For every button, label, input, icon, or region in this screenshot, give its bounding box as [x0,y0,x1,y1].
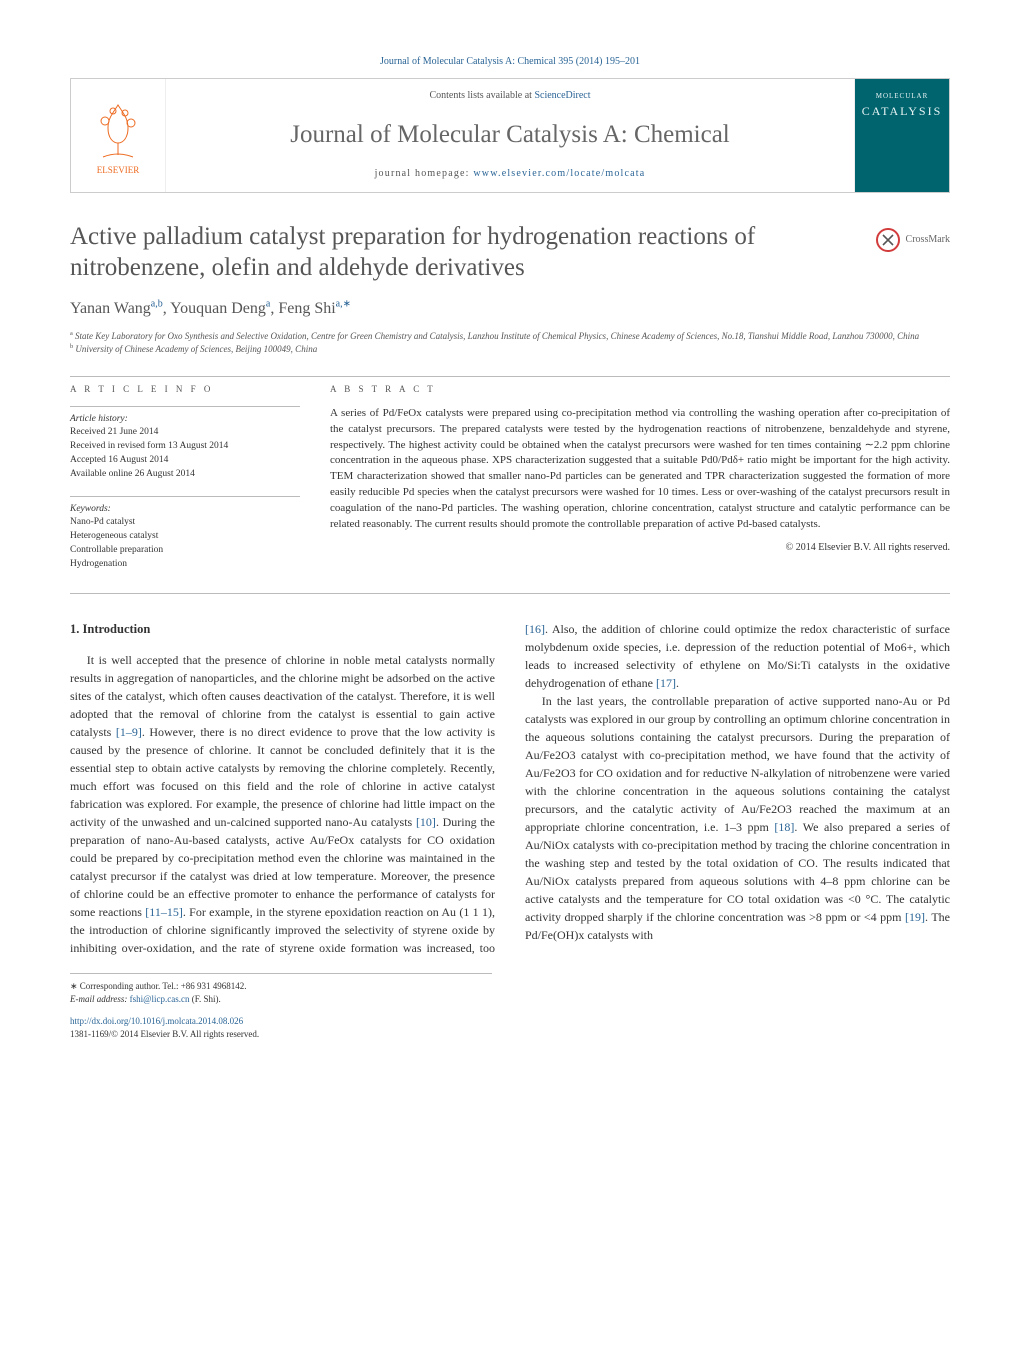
keyword-4: Hydrogenation [70,559,127,569]
homepage-link[interactable]: www.elsevier.com/locate/molcata [473,168,645,179]
affiliations: a State Key Laboratory for Oxo Synthesis… [70,330,950,355]
homepage-prefix: journal homepage: [375,168,474,179]
divider-bottom [70,593,950,594]
journal-homepage: journal homepage: www.elsevier.com/locat… [178,167,842,182]
info-abstract-row: A R T I C L E I N F O Article history: R… [70,383,950,586]
doi-block: http://dx.doi.org/10.1016/j.molcata.2014… [70,1015,950,1041]
crossmark-label: CrossMark [906,233,950,248]
history-label: Article history: [70,414,128,424]
intro-paragraph-2: In the last years, the controllable prep… [525,692,950,944]
authors: Yanan Wanga,b, Youquan Denga, Feng Shia,… [70,297,950,320]
author-1: Yanan Wang [70,300,151,317]
title-row: Active palladium catalyst preparation fo… [70,221,950,284]
abstract-text: A series of Pd/FeOx catalysts were prepa… [330,406,950,534]
author-3: , Feng Shi [270,300,335,317]
affil-b-text: University of Chinese Academy of Science… [73,344,317,354]
affiliation-a: a State Key Laboratory for Oxo Synthesis… [70,330,950,343]
journal-name: Journal of Molecular Catalysis A: Chemic… [178,117,842,153]
article-info-column: A R T I C L E I N F O Article history: R… [70,383,300,586]
article-title: Active palladium catalyst preparation fo… [70,221,859,284]
publisher-logo: ELSEVIER [71,79,166,192]
footnotes: ∗ Corresponding author. Tel.: +86 931 49… [70,973,492,1005]
ref-10[interactable]: [10] [416,815,436,829]
header-card: ELSEVIER Contents lists available at Sci… [70,78,950,193]
crossmark-icon [875,227,901,253]
divider-top [70,376,950,377]
contents-prefix: Contents lists available at [429,90,534,101]
history-online: Available online 26 August 2014 [70,469,195,479]
article-info-label: A R T I C L E I N F O [70,383,300,396]
email-suffix: (F. Shi). [189,994,220,1004]
keyword-3: Controllable preparation [70,545,163,555]
journal-reference: Journal of Molecular Catalysis A: Chemic… [70,55,950,70]
email-line: E-mail address: fshi@licp.cas.cn (F. Shi… [70,993,492,1006]
keyword-1: Nano-Pd catalyst [70,517,135,527]
author-3-affil[interactable]: a, [336,299,343,310]
publisher-name: ELSEVIER [97,165,140,175]
crossmark-badge[interactable]: CrossMark [875,221,950,253]
ref-11-15[interactable]: [11–15] [145,905,183,919]
ref-18[interactable]: [18] [774,820,794,834]
history-revised: Received in revised form 13 August 2014 [70,441,228,451]
history-received: Received 21 June 2014 [70,427,158,437]
article-history: Article history: Received 21 June 2014 R… [70,413,300,482]
cover-tag: MOLECULAR [876,91,929,101]
ref-19[interactable]: [19] [905,910,925,924]
journal-reference-link[interactable]: Journal of Molecular Catalysis A: Chemic… [380,56,640,67]
journal-cover: MOLECULAR CATALYSIS [854,79,949,192]
ref-17[interactable]: [17] [656,676,676,690]
ref-1-9[interactable]: [1–9] [116,725,142,739]
author-1-affil[interactable]: a,b [151,299,163,310]
contents-line: Contents lists available at ScienceDirec… [178,89,842,104]
divider-info-2 [70,496,300,497]
divider-info-1 [70,406,300,407]
ref-16[interactable]: [16] [525,622,545,636]
history-accepted: Accepted 16 August 2014 [70,455,168,465]
author-3-corr[interactable]: ∗ [343,299,351,310]
abstract-copyright: © 2014 Elsevier B.V. All rights reserved… [330,541,950,556]
abstract-label: A B S T R A C T [330,383,950,396]
email-link[interactable]: fshi@licp.cas.cn [130,994,190,1004]
body-columns: 1. Introduction It is well accepted that… [70,620,950,957]
page: Journal of Molecular Catalysis A: Chemic… [0,0,1020,1081]
keywords: Keywords: Nano-Pd catalyst Heterogeneous… [70,503,300,572]
author-2: , Youquan Deng [163,300,266,317]
email-label: E-mail address: [70,994,130,1004]
keyword-2: Heterogeneous catalyst [70,531,158,541]
doi-link[interactable]: http://dx.doi.org/10.1016/j.molcata.2014… [70,1016,243,1026]
corresponding-author: ∗ Corresponding author. Tel.: +86 931 49… [70,980,492,993]
issn-line: 1381-1169/© 2014 Elsevier B.V. All right… [70,1029,259,1039]
abstract-column: A B S T R A C T A series of Pd/FeOx cata… [330,383,950,586]
header-center: Contents lists available at ScienceDirec… [166,79,854,192]
sciencedirect-link[interactable]: ScienceDirect [534,90,590,101]
affiliation-b: b University of Chinese Academy of Scien… [70,343,950,356]
cover-title: CATALYSIS [862,103,943,120]
affil-a-text: State Key Laboratory for Oxo Synthesis a… [73,331,919,341]
elsevier-tree-icon: ELSEVIER [83,93,153,178]
keywords-label: Keywords: [70,504,111,514]
section-heading-intro: 1. Introduction [70,620,495,639]
